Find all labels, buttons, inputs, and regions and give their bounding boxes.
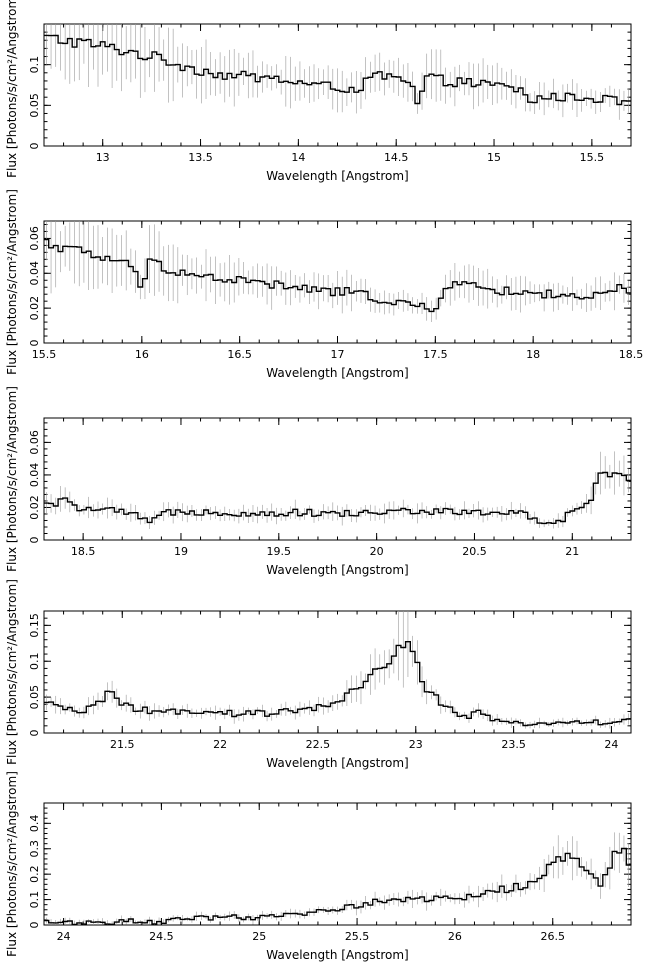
plot-frame <box>43 610 632 734</box>
y-axis-label: Flux [Photons/s/cm²/Angstrom] <box>5 386 19 572</box>
x-tick-label: 15.5 <box>32 348 57 361</box>
spectrum-line <box>44 847 631 925</box>
x-tick-label: 20.5 <box>462 545 487 558</box>
spectrum-line <box>44 471 631 525</box>
y-tick-label: 0.2 <box>28 865 41 883</box>
y-tick-label: 0.04 <box>28 261 41 286</box>
x-axis-label: Wavelength [Angstrom] <box>266 563 408 577</box>
spectrum-series <box>44 832 631 925</box>
spectrum-line <box>44 641 631 727</box>
x-tick-label: 19.5 <box>267 545 292 558</box>
chart-panel-3: 18.5 19 19.5 20 20.5 21 0 0.02 0.04 0.06 Wavelengt… <box>5 386 632 577</box>
spectrum-series <box>44 221 631 323</box>
spectrum-line <box>44 34 631 106</box>
y-tick-label: 0.06 <box>28 430 41 455</box>
x-tick-label: 20 <box>370 545 384 558</box>
x-tick-label: 13 <box>96 151 110 164</box>
y-tick-label: 0.05 <box>28 93 41 118</box>
y-tick-label: 0 <box>28 922 41 929</box>
x-tick-label: 15.5 <box>580 151 605 164</box>
y-axis-label: Flux [Photons/s/cm²/Angstrom] <box>5 579 19 765</box>
x-tick-label: 23 <box>409 738 423 751</box>
x-tick-label: 25.5 <box>345 930 370 943</box>
x-tick-label: 14.5 <box>384 151 409 164</box>
y-tick-label: 0.06 <box>28 226 41 251</box>
y-tick-label: 0.1 <box>28 652 41 670</box>
y-axis-label: Flux [Photons/s/cm²/Angstrom] <box>5 771 19 957</box>
x-tick-label: 26.5 <box>540 930 565 943</box>
x-tick-label: 13.5 <box>188 151 213 164</box>
x-axis-label: Wavelength [Angstrom] <box>266 948 408 962</box>
x-tick-label: 16 <box>135 348 149 361</box>
y-tick-label: 0.02 <box>28 296 41 321</box>
x-tick-label: 21.5 <box>110 738 135 751</box>
y-tick-label: 0 <box>28 143 41 150</box>
x-tick-label: 26 <box>448 930 462 943</box>
y-axis-label: Flux [Photons/s/cm²/Angstrom] <box>5 0 19 178</box>
spectrum-line <box>44 238 631 313</box>
x-tick-label: 15 <box>487 151 501 164</box>
x-tick-label: 14 <box>291 151 305 164</box>
x-tick-label: 22 <box>213 738 227 751</box>
chart-panel-2: 15.5 16 16.5 17 17.5 18 18.5 0 0.02 0.04 0.06 Wavel… <box>5 189 643 380</box>
x-axis-label: Wavelength [Angstrom] <box>266 366 408 380</box>
y-tick-label: 0.3 <box>28 840 41 858</box>
x-tick-label: 18.5 <box>619 348 644 361</box>
spectrum-series <box>44 451 631 529</box>
spectrum-series <box>44 24 631 120</box>
y-tick-label: 0.04 <box>28 463 41 488</box>
x-tick-label: 23.5 <box>501 738 526 751</box>
chart-panel-1: 13 13.5 14 14.5 15 15.5 0 0.05 0.1 Wavelength [An… <box>5 0 632 183</box>
x-tick-label: 24 <box>57 930 71 943</box>
x-tick-label: 17 <box>331 348 345 361</box>
y-tick-label: 0.05 <box>28 685 41 710</box>
x-axis-label: Wavelength [Angstrom] <box>266 169 408 183</box>
chart-panel-5: 24 24.5 25 25.5 26 26.5 0 0.1 0.2 0.3 0.4 Wavelengt… <box>5 771 632 962</box>
x-tick-label: 18.5 <box>71 545 96 558</box>
y-tick-label: 0 <box>28 537 41 544</box>
y-axis-label: Flux [Photons/s/cm²/Angstrom] <box>5 189 19 375</box>
y-tick-label: 0 <box>28 730 41 737</box>
x-tick-label: 24 <box>604 738 618 751</box>
x-tick-label: 18 <box>526 348 540 361</box>
x-tick-label: 24.5 <box>149 930 174 943</box>
x-tick-label: 25 <box>252 930 266 943</box>
x-tick-label: 21 <box>565 545 579 558</box>
x-tick-label: 16.5 <box>227 348 252 361</box>
plot-frame <box>43 417 632 541</box>
y-tick-label: 0.1 <box>28 891 41 909</box>
spectrum-series <box>44 611 631 729</box>
x-tick-label: 17.5 <box>423 348 448 361</box>
y-tick-label: 0.4 <box>28 815 41 833</box>
chart-panel-4: 21.5 22 22.5 23 23.5 24 0 0.05 0.1 0.15 Wavelength… <box>5 579 632 770</box>
y-tick-label: 0 <box>28 340 41 347</box>
x-axis-label: Wavelength [Angstrom] <box>266 756 408 770</box>
x-tick-label: 22.5 <box>306 738 331 751</box>
x-tick-label: 19 <box>174 545 188 558</box>
y-tick-label: 0.02 <box>28 495 41 520</box>
y-tick-label: 0.15 <box>28 613 41 638</box>
y-tick-label: 0.1 <box>28 56 41 74</box>
